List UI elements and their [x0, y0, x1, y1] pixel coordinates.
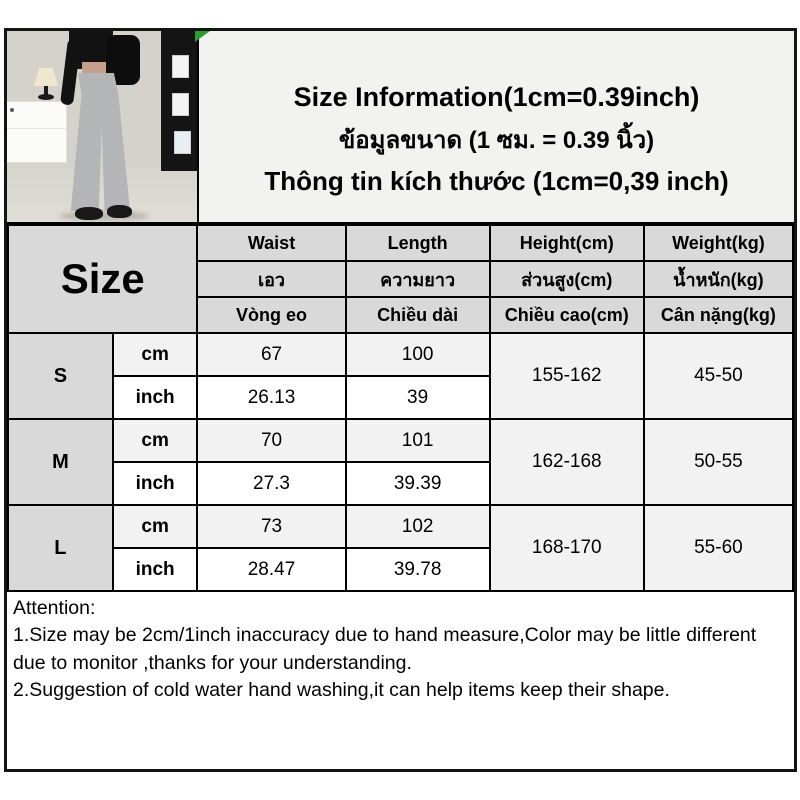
header-weight-th: น้ำหนัก(kg) [642, 260, 795, 298]
cabinet-knob [10, 108, 14, 112]
l-length-inch: 39.78 [344, 547, 491, 592]
attention-line: due to monitor ,thanks for your understa… [13, 651, 412, 674]
shelf-card [174, 131, 191, 154]
header-length-en: Length [344, 224, 491, 262]
title-vietnamese: Thông tin kích thước (1cm=0,39 inch) [264, 166, 729, 196]
size-corner-label: Size [6, 224, 199, 334]
model-shoe [107, 205, 132, 218]
unit-cm-label: cm [111, 504, 199, 549]
header-height-en: Height(cm) [488, 224, 645, 262]
size-table: Size Waist Length Height(cm) Weight(kg) … [6, 224, 795, 592]
header-waist-th: เอว [196, 260, 347, 298]
attention-line: 1.Size may be 2cm/1inch inaccuracy due t… [13, 624, 757, 647]
s-weight-range: 45-50 [642, 332, 795, 420]
m-height-range: 162-168 [488, 418, 645, 506]
l-waist-inch: 28.47 [196, 547, 347, 592]
header-height-vi: Chiều cao(cm) [488, 296, 645, 334]
m-waist-inch: 27.3 [196, 461, 347, 506]
l-weight-range: 55-60 [642, 504, 795, 592]
l-waist-cm: 73 [196, 504, 347, 549]
unit-inch-label: inch [111, 547, 199, 592]
l-height-range: 168-170 [488, 504, 645, 592]
attention-notes: Attention: 1.Size may be 2cm/1inch inacc… [7, 592, 794, 704]
cabinet-drawer-line [7, 128, 66, 129]
unit-cm-label: cm [111, 332, 199, 377]
size-s-label: S [7, 332, 114, 420]
s-waist-inch: 26.13 [196, 375, 347, 420]
attention-line: 2.Suggestion of cold water hand washing,… [13, 678, 670, 701]
green-corner-mark-icon [195, 31, 210, 42]
lamp-icon [34, 68, 58, 86]
s-waist-cm: 67 [196, 332, 347, 377]
lamp-stem [44, 86, 48, 96]
content-frame: Size Information(1cm=0.39inch) ข้อมูลขนา… [4, 28, 797, 772]
attention-heading: Attention: [13, 597, 96, 619]
header-weight-en: Weight(kg) [642, 224, 795, 262]
m-length-cm: 101 [344, 418, 491, 463]
l-length-cm: 102 [344, 504, 491, 549]
header-length-vi: Chiều dài [344, 296, 491, 334]
unit-cm-label: cm [111, 418, 199, 463]
model-shoe [75, 207, 103, 220]
size-l-label: L [7, 504, 114, 592]
photo-shadow [59, 211, 149, 221]
header-waist-en: Waist [196, 224, 347, 262]
size-m-label: M [7, 418, 114, 506]
unit-inch-label: inch [111, 375, 199, 420]
photo-cabinet [7, 101, 67, 163]
m-waist-cm: 70 [196, 418, 347, 463]
s-length-inch: 39 [344, 375, 491, 420]
m-length-inch: 39.39 [344, 461, 491, 506]
shelf-card [172, 55, 189, 78]
header-waist-vi: Vòng eo [196, 296, 347, 334]
unit-inch-label: inch [111, 461, 199, 506]
title-thai: ข้อมูลขนาด (1 ซม. = 0.39 นิ้ว) [338, 127, 655, 154]
lamp-base [38, 94, 54, 100]
title-english: Size Information(1cm=0.39inch) [293, 82, 700, 112]
header-height-th: ส่วนสูง(cm) [488, 260, 645, 298]
top-section: Size Information(1cm=0.39inch) ข้อมูลขนา… [7, 31, 794, 224]
product-photo [7, 31, 199, 222]
s-length-cm: 100 [344, 332, 491, 377]
shelf-card [172, 93, 189, 116]
s-height-range: 155-162 [488, 332, 645, 420]
header-length-th: ความยาว [344, 260, 491, 298]
size-info-title-block: Size Information(1cm=0.39inch) ข้อมูลขนา… [199, 31, 794, 222]
header-weight-vi: Cân nặng(kg) [642, 296, 795, 334]
m-weight-range: 50-55 [642, 418, 795, 506]
